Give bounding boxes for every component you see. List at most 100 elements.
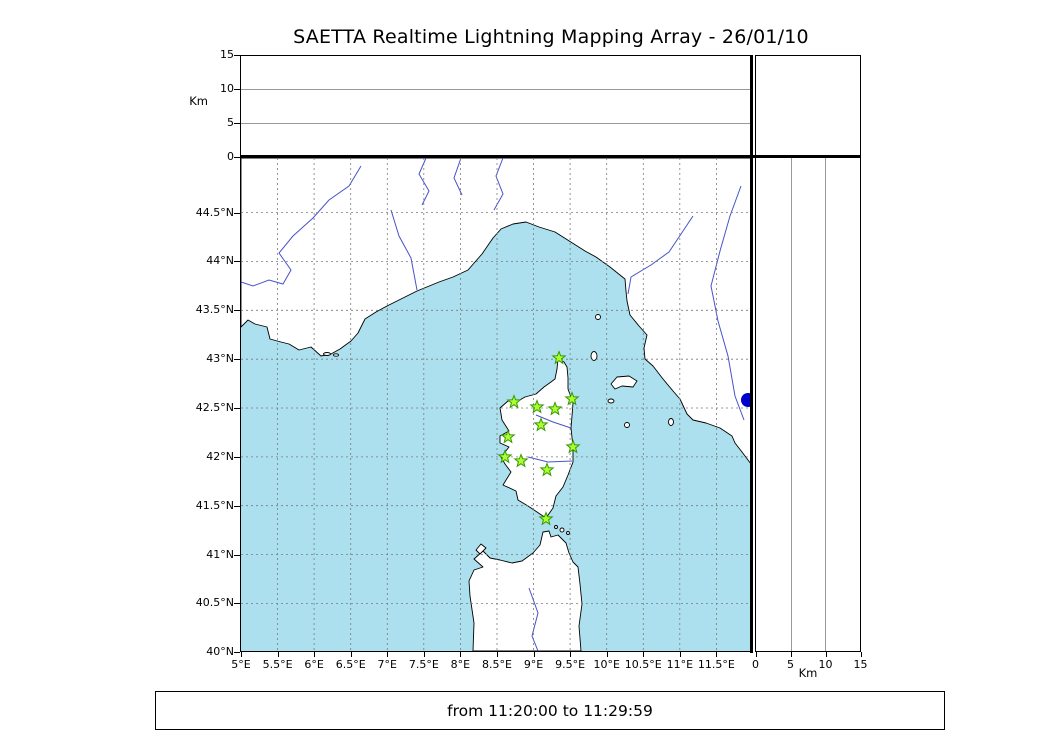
lat-tick-label: 40.5°N [195, 596, 234, 610]
station-marker [497, 449, 513, 464]
tick-mark [570, 652, 572, 657]
small-island [323, 352, 331, 356]
lon-tick-label: 7°E [377, 658, 397, 671]
small-island [554, 525, 558, 529]
tick-mark [350, 652, 352, 657]
lon-tick-label: 8°E [450, 658, 471, 671]
tick-mark [234, 359, 240, 361]
lon-tick-label: 11.5°E [697, 658, 735, 671]
tick-mark [716, 652, 718, 657]
station-marker [547, 401, 563, 416]
lake-marker [741, 393, 751, 407]
river [527, 456, 573, 463]
small-island [668, 418, 674, 426]
rivers [241, 158, 745, 651]
elba-island [610, 375, 638, 390]
station-marker [538, 511, 554, 526]
sardinia-island [468, 530, 583, 651]
mainland-coast [241, 158, 751, 465]
altitude-grid-line [241, 123, 751, 124]
altitude-latitude-panel [755, 157, 861, 652]
lat-tick-label: 44.5°N [195, 205, 234, 219]
altitude-grid-line [241, 89, 751, 90]
tick-mark [277, 652, 279, 657]
tick-mark [423, 652, 425, 657]
station-marker [564, 391, 580, 406]
tick-mark [460, 652, 462, 657]
station-marker [551, 350, 567, 365]
river [627, 215, 694, 295]
lat-tick-label: 42°N [206, 449, 234, 463]
distance-axis-label: Km [798, 666, 818, 680]
altitude-longitude-panel [240, 55, 752, 157]
lon-tick-label: 9.5°E [555, 658, 586, 671]
lon-tick-label: 8.5°E [482, 658, 512, 671]
distance-tick-label: 15 [853, 658, 868, 671]
lon-tick-label: 6°E [304, 658, 324, 671]
lat-tick-label: 44°N [206, 254, 234, 268]
station-marker [529, 399, 545, 414]
river [241, 165, 362, 287]
river [390, 209, 418, 291]
tick-mark [234, 261, 240, 263]
station-marker [500, 429, 516, 444]
station-marker [565, 439, 581, 454]
small-island [590, 351, 598, 361]
map-grid [241, 158, 751, 651]
river [535, 414, 572, 429]
station-marker [513, 453, 529, 468]
station-markers [497, 350, 581, 526]
lat-tick-label: 43.5°N [195, 303, 234, 317]
altitude-tick-label: 0 [227, 150, 234, 163]
tick-mark [234, 55, 240, 56]
tick-mark [234, 603, 240, 605]
river [528, 587, 539, 651]
altitude-tick-label: 15 [220, 48, 234, 61]
small-island [607, 398, 615, 404]
tick-mark [825, 652, 827, 657]
distance-tick-label: 10 [818, 658, 833, 671]
map-svg [241, 158, 751, 651]
tick-mark [234, 157, 240, 158]
small-island [595, 314, 601, 320]
tick-mark [234, 310, 240, 312]
river [493, 158, 504, 211]
panel-separator-horizontal [240, 155, 861, 158]
tick-mark [679, 652, 681, 657]
histogram-panel [755, 55, 861, 157]
lon-tick-label: 5°E [231, 658, 251, 671]
lon-tick-label: 7.5°E [408, 658, 439, 671]
asinara-island [475, 543, 487, 555]
lon-tick-label: 5.5°E [262, 658, 293, 671]
tick-mark [234, 212, 240, 214]
tick-mark [387, 652, 389, 657]
tick-mark [234, 408, 240, 409]
tick-mark [860, 652, 862, 657]
lon-tick-label: 11°E [666, 658, 694, 671]
small-island [624, 422, 630, 428]
altitude-grid-line [791, 158, 792, 651]
time-range-box: from 11:20:00 to 11:29:59 [155, 691, 945, 730]
lat-tick-label: 41°N [206, 547, 234, 561]
tick-mark [755, 652, 757, 657]
tick-mark [533, 652, 535, 657]
tick-mark [606, 652, 608, 657]
lon-tick-label: 9°E [523, 658, 544, 671]
lat-tick-label: 40°N [206, 645, 234, 659]
lat-tick-label: 42.5°N [195, 401, 234, 414]
plot-title: SAETTA Realtime Lightning Mapping Array … [293, 26, 809, 48]
altitude-tick-label: 5 [227, 116, 234, 129]
tick-mark [234, 554, 240, 556]
lon-tick-label: 6.5°E [335, 658, 366, 671]
tick-mark [234, 505, 240, 507]
tick-mark [790, 652, 792, 657]
tick-mark [314, 652, 316, 657]
tick-mark [496, 652, 498, 657]
distance-tick-label: 5 [787, 658, 794, 671]
altitude-grid-line [825, 158, 826, 651]
panel-separator-vertical [750, 55, 753, 653]
river [418, 158, 430, 206]
tick-mark [241, 652, 242, 657]
tick-mark [234, 652, 240, 654]
